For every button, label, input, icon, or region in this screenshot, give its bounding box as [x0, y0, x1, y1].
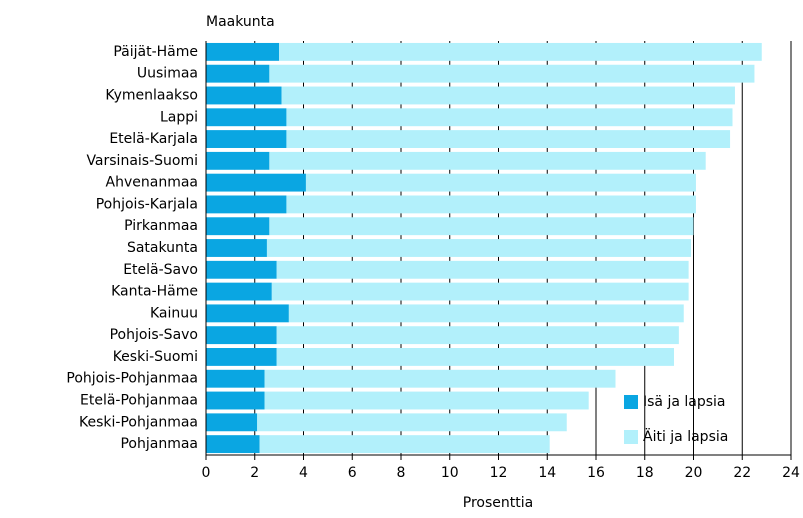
y-tick-label: Pohjois-Pohjanmaa: [66, 371, 198, 387]
y-tick-label: Etelä-Savo: [123, 262, 198, 278]
y-tick-label: Satakunta: [127, 240, 198, 256]
x-tick-label: 0: [202, 465, 211, 481]
legend-swatch: [624, 430, 638, 444]
bar-segment: [276, 260, 689, 279]
bar-segment: [206, 435, 260, 454]
y-tick-label: Pohjanmaa: [120, 436, 198, 452]
bar-segment: [206, 195, 287, 214]
legend-label: Äiti ja lapsia: [643, 427, 728, 445]
bar-segment: [206, 326, 277, 345]
legend-label: Isä ja lapsia: [643, 394, 726, 410]
y-tick-label: Päijät-Häme: [113, 44, 198, 60]
bar-segment: [266, 239, 692, 257]
x-tick-label: 18: [636, 465, 654, 481]
bar-segment: [305, 173, 696, 192]
bar-segment: [264, 369, 616, 388]
bar-segment: [206, 348, 277, 366]
bar-segment: [269, 151, 706, 170]
x-tick-label: 14: [538, 465, 556, 481]
bar-segment: [257, 413, 567, 432]
y-tick-label: Keski-Suomi: [113, 349, 198, 365]
bar-segment: [271, 282, 689, 301]
bar-segment: [206, 239, 267, 257]
bar-segment: [269, 217, 694, 236]
y-tick-label: Etelä-Karjala: [109, 131, 198, 147]
x-tick-label: 12: [490, 465, 508, 481]
y-tick-label: Uusimaa: [137, 66, 198, 82]
y-tick-label: Kanta-Häme: [111, 284, 198, 300]
legend-swatch: [624, 395, 638, 409]
bar-segment: [206, 173, 306, 192]
bar-segment: [276, 326, 679, 345]
x-tick-label: 20: [685, 465, 703, 481]
y-tick-label: Pohjois-Karjala: [96, 196, 198, 212]
bar-segment: [206, 217, 270, 236]
y-tick-label: Kainuu: [150, 305, 198, 321]
bar-segment: [206, 304, 289, 323]
y-tick-label: Pohjois-Savo: [110, 327, 198, 343]
y-tick-label: Ahvenanmaa: [106, 175, 198, 191]
x-tick-label: 2: [250, 465, 259, 481]
bar-segment: [206, 413, 258, 432]
bar-segment: [286, 130, 731, 148]
bar-segment: [288, 304, 684, 323]
bar-segment: [269, 64, 755, 83]
x-tick-label: 16: [587, 465, 605, 481]
x-axis-label: Prosenttia: [463, 495, 533, 511]
bar-segment: [206, 86, 282, 105]
x-tick-label: 24: [782, 465, 800, 481]
x-tick-label: 4: [299, 465, 308, 481]
bar-segment: [206, 260, 277, 279]
y-tick-label: Lappi: [160, 109, 198, 125]
bar-segment: [206, 64, 270, 83]
x-tick-label: 10: [441, 465, 459, 481]
y-tick-label: Kymenlaakso: [105, 87, 198, 103]
chart-title: Maakunta: [206, 14, 275, 30]
bar-segment: [206, 282, 272, 301]
y-tick-label: Pirkanmaa: [124, 218, 198, 234]
bar-segment: [206, 151, 270, 170]
y-tick-label: Keski-Pohjanmaa: [79, 414, 198, 430]
x-tick-label: 22: [733, 465, 751, 481]
bar-segment: [206, 42, 280, 61]
bar-segment: [206, 108, 287, 127]
y-tick-label: Etelä-Pohjanmaa: [80, 393, 198, 409]
bar-segment: [276, 348, 674, 366]
bar-segment: [206, 369, 265, 388]
bar-segment: [206, 130, 287, 148]
bar-segment: [281, 86, 735, 105]
bar-segment: [264, 391, 589, 410]
x-tick-label: 8: [397, 465, 406, 481]
bar-segment: [279, 42, 762, 61]
x-tick-label: 6: [348, 465, 357, 481]
y-tick-label: Varsinais-Suomi: [86, 153, 198, 169]
bar-segment: [286, 195, 696, 214]
bar-segment: [259, 435, 550, 454]
bar-segment: [206, 391, 265, 410]
bar-segment: [286, 108, 733, 127]
